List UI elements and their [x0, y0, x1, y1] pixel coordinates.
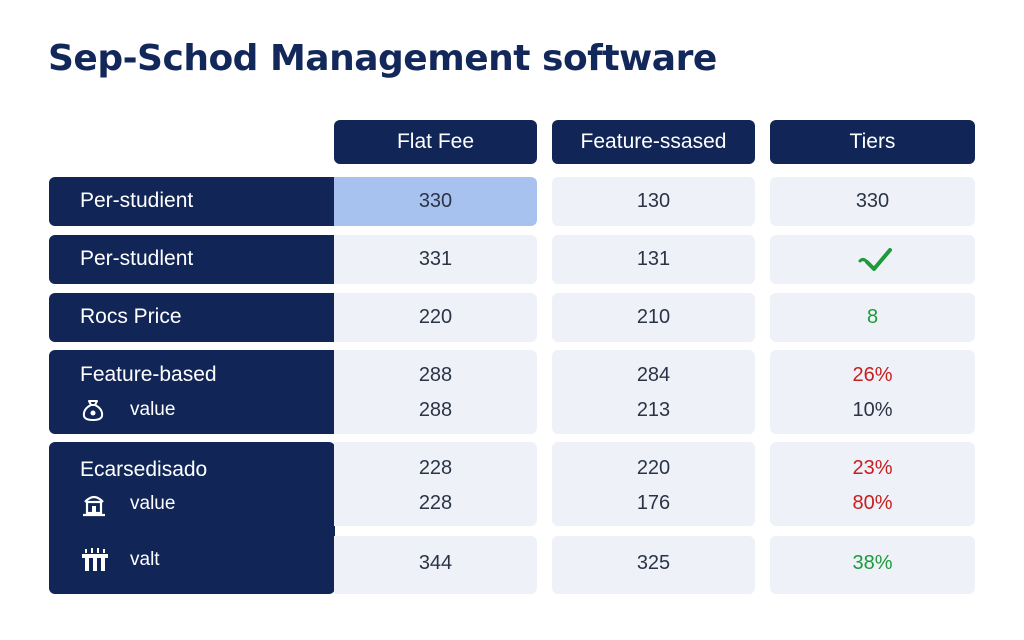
row-label-text: Feature-based [80, 363, 217, 386]
column-header-feature-based: Feature-ssased [552, 120, 755, 164]
cell-value: 10% [852, 399, 893, 421]
row-label-per-student: Per-studient [49, 177, 335, 226]
row-label-ecarsedisado: Ecarsedisado value [49, 442, 335, 594]
cell-value: 288 [418, 364, 453, 386]
cell-value: 8 [866, 306, 879, 328]
page-title: Sep-Schod Management software [48, 38, 717, 79]
row-label-text: Per-studient [80, 189, 194, 212]
cell-value: 330 [418, 190, 453, 212]
row-label-text: Per-studlent [80, 247, 194, 270]
table-cell: 344 [334, 536, 537, 594]
row-label-text: Ecarsedisado [80, 458, 208, 481]
column-header-tiers: Tiers [770, 120, 975, 164]
cell-value: 344 [418, 552, 453, 574]
table-cell: 130 [552, 177, 755, 226]
table-cell: 210 [552, 293, 755, 342]
table-cell: 220 [334, 293, 537, 342]
row-label-feature-based: Feature-based value [49, 350, 335, 434]
cell-value: 325 [636, 552, 671, 574]
pillars-icon [80, 546, 114, 574]
sub-row-label-text: value [130, 399, 176, 420]
sub-row-label-text: valt [130, 549, 160, 570]
cell-value: 220 [636, 457, 671, 479]
column-header-flat-fee: Flat Fee [334, 120, 537, 164]
sub-row-label: value [80, 490, 175, 518]
cell-value: 228 [418, 492, 453, 514]
row-label-per-student-2: Per-studlent [49, 235, 335, 284]
sub-row-label: value [80, 396, 175, 424]
cell-value: 131 [636, 248, 671, 270]
cell-value: 288 [418, 399, 453, 421]
cell-value: 331 [418, 248, 453, 270]
cell-value: 213 [636, 399, 671, 421]
cell-value: 176 [636, 492, 671, 514]
table-cell: 26% 10% [770, 350, 975, 434]
table-cell: 330 [770, 177, 975, 226]
cell-value: 26% [852, 364, 893, 386]
table-cell: 330 [334, 177, 537, 226]
table-cell: 23% 80% [770, 442, 975, 526]
money-bag-icon [80, 396, 114, 424]
checkmark-icon [858, 248, 892, 271]
table-cell [770, 235, 975, 284]
cell-value: 228 [418, 457, 453, 479]
cell-value: 23% [852, 457, 893, 479]
table-cell: 325 [552, 536, 755, 594]
cell-value: 220 [418, 306, 453, 328]
table-cell: 131 [552, 235, 755, 284]
sub-row-label-text: value [130, 493, 176, 514]
table-cell: 288 288 [334, 350, 537, 434]
row-label-text: Rocs Price [80, 305, 182, 328]
cell-value: 210 [636, 306, 671, 328]
cell-value: 284 [636, 364, 671, 386]
table-cell: 38% [770, 536, 975, 594]
row-label-rocs-price: Rocs Price [49, 293, 335, 342]
table-cell: 331 [334, 235, 537, 284]
table-cell: 284 213 [552, 350, 755, 434]
cell-value: 130 [636, 190, 671, 212]
table-cell: 220 176 [552, 442, 755, 526]
cell-value: 80% [852, 492, 893, 514]
table-cell: 8 [770, 293, 975, 342]
cell-value: 330 [855, 190, 890, 212]
building-icon [80, 490, 114, 518]
sub-row-label: valt [80, 546, 160, 574]
cell-value: 38% [852, 552, 893, 574]
table-cell: 228 228 [334, 442, 537, 526]
